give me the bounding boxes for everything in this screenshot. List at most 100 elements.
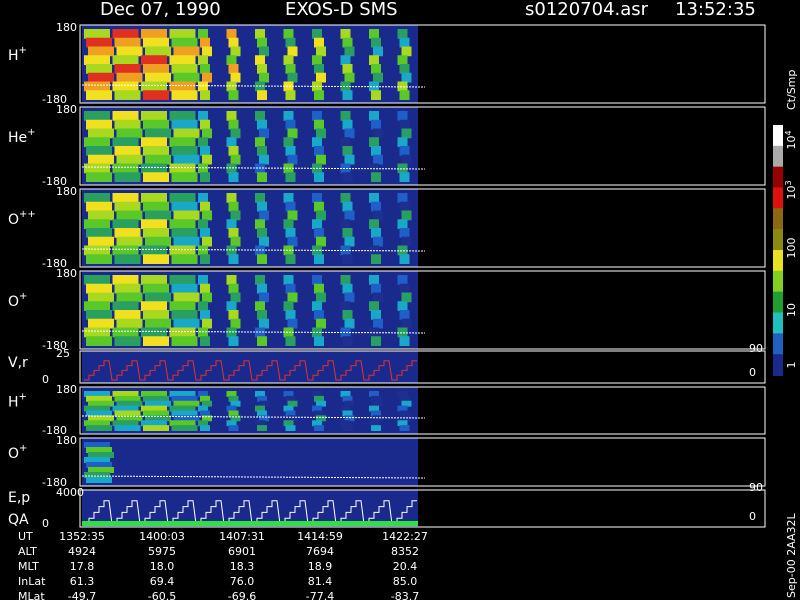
spectrogram-streak <box>340 327 351 338</box>
y-bottom-label: 0 <box>42 517 49 530</box>
spectrogram-streak <box>116 46 143 57</box>
spectrogram-streak <box>202 46 212 57</box>
spectrogram-streak <box>285 410 296 417</box>
colorbar-segment <box>773 354 783 376</box>
spectrogram-streak <box>401 72 412 83</box>
spectrogram-streak <box>369 275 379 285</box>
footer-label: ALT <box>18 545 37 558</box>
spectrogram-streak <box>84 219 110 229</box>
staircase-trace <box>84 360 417 381</box>
spectrogram-streak <box>257 395 267 402</box>
spectrogram-streak <box>340 163 351 174</box>
spectrogram-streak <box>171 119 198 130</box>
spectrogram-streak <box>86 477 112 483</box>
spectrogram-streak <box>397 193 408 203</box>
spectrogram-streak <box>114 283 141 294</box>
footer-label: MLT <box>18 560 39 573</box>
spectrogram-streak <box>143 310 169 320</box>
spectrogram-streak <box>143 410 169 417</box>
spectrogram-streak <box>88 415 114 422</box>
spectrogram-streak <box>171 146 198 156</box>
footer-label: InLat <box>18 575 46 588</box>
spectrogram-streak <box>173 400 200 407</box>
spectrogram-streak <box>285 395 296 402</box>
spectrogram-streak <box>312 111 322 121</box>
spectrogram-streak <box>141 327 167 338</box>
spectrogram-streak <box>226 219 237 229</box>
spectrogram-streak <box>141 301 167 311</box>
spectrogram-streak <box>88 154 114 165</box>
spectrogram-streak <box>198 301 208 311</box>
spectrogram-streak <box>198 420 208 427</box>
footer-value: 61.3 <box>70 575 95 588</box>
spectrogram-streak <box>114 90 141 100</box>
label-text: V,r <box>8 355 28 371</box>
spectrogram-streak <box>112 420 139 427</box>
spectrogram-streak <box>230 318 241 329</box>
spectrogram-streak <box>316 128 326 139</box>
spectrogram-streak <box>169 391 196 397</box>
spectrogram-streak <box>198 55 208 65</box>
panel-frame <box>79 188 766 268</box>
spectrogram-streak <box>171 172 198 182</box>
spectrogram-streak <box>397 81 408 92</box>
spectrogram-streak <box>342 119 353 130</box>
spectrogram-streak <box>228 90 239 100</box>
spectrogram-streak <box>198 137 208 147</box>
spectrogram-streak <box>259 72 269 83</box>
spectrogram-streak <box>397 405 408 412</box>
spectrogram-streak <box>340 29 351 39</box>
spectrogram-streak <box>202 318 212 329</box>
spectrogram-streak <box>169 137 196 147</box>
panel-label: E,p <box>8 490 30 506</box>
colorbar-segment <box>773 166 783 189</box>
spectrogram-streak <box>86 395 112 402</box>
spectrogram-streak <box>84 442 110 448</box>
footer-value: 4924 <box>68 545 96 558</box>
footer-value: 7694 <box>306 545 334 558</box>
spectrogram-streak <box>143 201 169 212</box>
spectrogram-streak <box>145 72 171 83</box>
footer-value: 8352 <box>391 545 419 558</box>
spectrogram-streak <box>401 154 412 165</box>
spectrogram-streak <box>342 336 353 346</box>
spectrogram-streak <box>145 46 171 57</box>
spectrogram-streak <box>259 415 269 422</box>
label-sup: + <box>19 443 27 454</box>
spectrogram-streak <box>112 405 139 412</box>
spectrogram-streak <box>257 410 267 417</box>
spectrogram-streak <box>114 64 141 74</box>
spectrogram-streak <box>344 72 355 83</box>
spectrogram-streak <box>373 72 383 83</box>
spectrogram-streak <box>316 154 326 165</box>
trace-line <box>81 248 426 252</box>
spectrogram-streak <box>202 72 212 83</box>
spectrogram-streak <box>145 292 171 303</box>
spectrogram-streak <box>169 219 196 229</box>
spectrogram-streak <box>112 81 139 92</box>
spectrogram-streak <box>255 405 265 412</box>
spectrogram-streak <box>283 219 294 229</box>
spectrogram-streak <box>285 228 296 238</box>
spectrogram-streak <box>283 137 294 147</box>
spectrogram-streak <box>255 301 265 311</box>
spectrogram-streak <box>401 236 412 247</box>
spectrogram-streak <box>169 111 196 121</box>
spectrogram-streak <box>285 283 296 294</box>
colorbar-segment <box>773 229 783 251</box>
footer-value: -77.4 <box>306 590 334 600</box>
spectrogram-streak <box>88 210 114 221</box>
spectrogram-streak <box>228 119 239 130</box>
spectrogram-streak <box>369 137 379 147</box>
spectrogram-streak <box>143 146 169 156</box>
spectrogram-streak <box>371 37 381 48</box>
spectrogram-streak <box>230 46 241 57</box>
tick-base: 1 <box>785 362 798 369</box>
spectrogram-streak <box>285 254 296 264</box>
spectrogram-streak <box>340 81 351 92</box>
spectrogram-streak <box>255 219 265 229</box>
y-top-label: 180 <box>56 185 77 198</box>
spectrogram-streak <box>314 172 324 182</box>
spectrogram-streak <box>230 400 241 407</box>
spectrogram-streak <box>141 420 167 427</box>
